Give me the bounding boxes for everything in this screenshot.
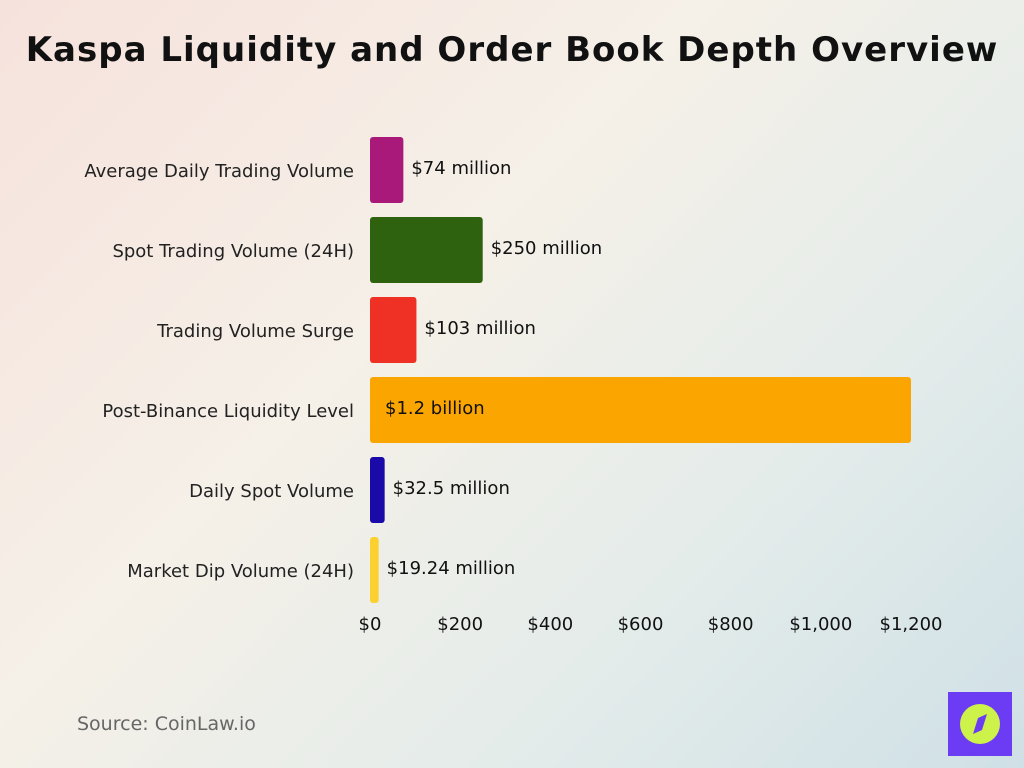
x-tick-label: $800 xyxy=(708,614,754,635)
category-label: Post-Binance Liquidity Level xyxy=(102,401,354,422)
data-label: $1.2 billion xyxy=(385,398,485,419)
bar xyxy=(370,537,379,603)
bar xyxy=(370,217,483,283)
data-label: $74 million xyxy=(411,158,511,179)
category-label: Market Dip Volume (24H) xyxy=(127,561,354,582)
category-label: Average Daily Trading Volume xyxy=(84,161,354,182)
category-label: Spot Trading Volume (24H) xyxy=(112,241,354,262)
brand-logo xyxy=(948,692,1012,756)
source-text: Source: CoinLaw.io xyxy=(77,713,256,735)
bar xyxy=(370,377,911,443)
x-tick-label: $400 xyxy=(527,614,573,635)
data-label: $250 million xyxy=(491,238,603,259)
data-label: $103 million xyxy=(424,318,535,339)
x-tick-label: $1,200 xyxy=(880,614,943,635)
x-tick-label: $1,000 xyxy=(789,614,852,635)
bar xyxy=(370,457,385,523)
x-tick-label: $0 xyxy=(359,614,382,635)
bar xyxy=(370,297,417,363)
x-tick-label: $200 xyxy=(437,614,483,635)
chart-title: Kaspa Liquidity and Order Book Depth Ove… xyxy=(25,30,999,70)
bar xyxy=(370,137,404,203)
data-label: $32.5 million xyxy=(393,478,510,499)
data-label: $19.24 million xyxy=(387,558,516,579)
category-label: Trading Volume Surge xyxy=(156,321,354,342)
compass-icon xyxy=(960,704,1000,744)
x-tick-label: $600 xyxy=(618,614,664,635)
category-label: Daily Spot Volume xyxy=(189,481,354,502)
